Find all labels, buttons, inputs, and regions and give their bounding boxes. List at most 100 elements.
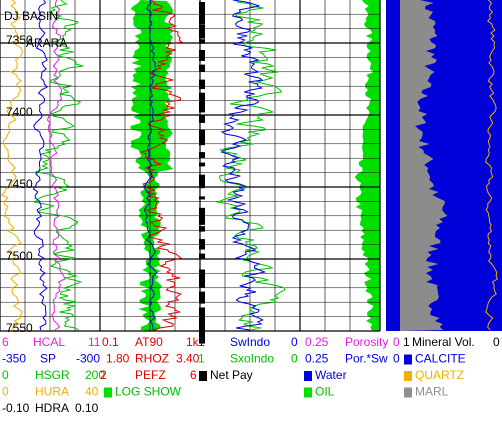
legend-text: 0.1 (102, 335, 119, 349)
legend-text: 1 (403, 335, 410, 349)
legend-text: 0 (2, 385, 9, 399)
net-pay (199, 323, 205, 333)
legend-text: 1 (198, 335, 205, 349)
net-pay (199, 10, 205, 25)
legend-text: 0 (2, 368, 9, 382)
legend-text: -0.10 (2, 401, 30, 415)
net-pay (199, 92, 205, 102)
legend-text: Net Pay (210, 368, 253, 382)
log-curve (0, 0, 24, 331)
net-pay (199, 181, 205, 186)
oil-fill (354, 0, 380, 331)
log-curve (220, 0, 267, 331)
net-pay (199, 129, 205, 139)
legend-text: 0 (393, 352, 400, 366)
legend-text: 3.40 (176, 352, 200, 366)
log-curve (32, 0, 48, 331)
log-curve (46, 0, 66, 331)
net-pay (199, 101, 205, 113)
legend-text: SwIndo (230, 335, 270, 349)
legend-text: MARL (415, 385, 449, 399)
legend-text: LOG SHOW (115, 385, 182, 399)
legend-text: 11 (88, 335, 101, 349)
title: DJ BASIN (4, 9, 58, 23)
net-pay (199, 291, 205, 304)
legend-swatch (404, 354, 412, 365)
net-pay (199, 114, 205, 123)
edge (380, 0, 386, 331)
legend-text: HSGR (35, 368, 70, 382)
legend-text: QUARTZ (415, 368, 464, 382)
net-pay (199, 253, 205, 259)
subtitle: ARARA (26, 36, 67, 50)
depth-label: 7400 (6, 105, 33, 119)
net-pay (199, 79, 205, 90)
legend-text: -350 (2, 352, 26, 366)
legend-text: SxoIndo (230, 352, 274, 366)
net-pay (199, 207, 205, 217)
net-pay (199, 196, 205, 200)
legend-text: 0 (291, 335, 298, 349)
net-pay (199, 313, 205, 325)
legend-text: Mineral Vol. (412, 335, 475, 349)
legend-swatch (304, 371, 312, 381)
legend-text: CALCITE (415, 352, 466, 366)
legend-text: OIL (315, 385, 335, 399)
legend-text: 1.80 (106, 352, 130, 366)
net-pay (199, 162, 205, 167)
net-pay (199, 174, 205, 189)
net-pay (199, 136, 205, 146)
net-pay (199, 239, 205, 250)
legend-swatch (304, 387, 312, 398)
legend-text: 1 (198, 352, 205, 366)
net-pay (199, 152, 205, 158)
legend-text: Water (315, 368, 347, 382)
legend-text: SP (40, 352, 56, 366)
legend-text: 6 (2, 335, 9, 349)
legend-text: HURA (35, 385, 69, 399)
log-curve (485, 0, 499, 331)
legend-text: 40 (85, 385, 99, 399)
legend-text: 0.25 (305, 352, 329, 366)
calcite-fill (380, 0, 502, 331)
legend-swatch (104, 387, 112, 398)
legend-text: 200 (85, 368, 105, 382)
net-pay (199, 329, 205, 344)
legend-text: 0.10 (75, 401, 99, 415)
legend-text: 2 (100, 368, 107, 382)
net-pay (199, 269, 205, 282)
legend-text: RHOZ (135, 352, 169, 366)
net-pay (199, 25, 205, 39)
legend-swatch (404, 371, 412, 381)
net-pay (199, 64, 205, 72)
log-tracks (0, 0, 502, 344)
legend-swatch (199, 371, 207, 381)
legend-text: Porosity (345, 335, 388, 349)
legend-text: 0.25 (305, 335, 329, 349)
legend-text: HDRA (35, 401, 69, 415)
legend-swatch (404, 387, 412, 398)
net-pay (199, 278, 205, 288)
legend-text: AT90 (135, 335, 163, 349)
net-pay (199, 2, 205, 14)
depth-label: 7550 (6, 321, 33, 335)
log-curve (33, 0, 84, 331)
legend-text: HCAL (33, 335, 65, 349)
log-curve (139, 0, 183, 331)
net-pay (199, 214, 205, 225)
legend-text: 6 (190, 368, 197, 382)
legend-text: PEFZ (135, 368, 166, 382)
net-pay (199, 50, 205, 61)
depth-label: 7500 (6, 249, 33, 263)
net-pay (199, 226, 205, 232)
legend-text: 0 (393, 335, 400, 349)
net-pay (199, 39, 205, 44)
log-curve (143, 0, 158, 331)
legend-text: -300 (76, 352, 100, 366)
depth-label: 7450 (6, 177, 33, 191)
legend-text: 1k (186, 335, 200, 349)
legend-text: 0 (493, 335, 500, 349)
marl-fill (400, 0, 448, 331)
legend-text: Por.*Sw (345, 352, 388, 366)
